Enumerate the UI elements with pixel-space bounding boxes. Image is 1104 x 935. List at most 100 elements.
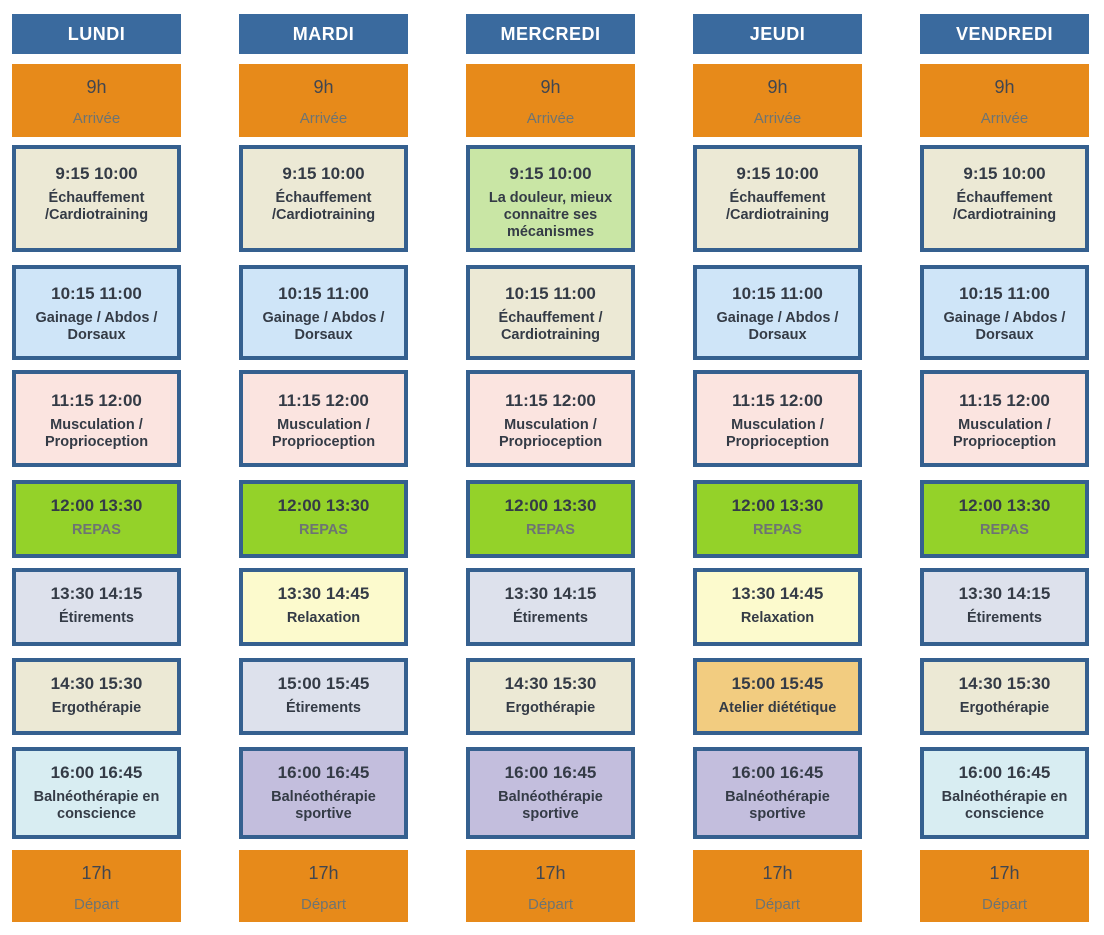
schedule-cell-mercredi-0: 9h Arrivée (466, 64, 635, 137)
schedule-cell-lundi-8: 17h Départ (12, 850, 181, 922)
cell-time: 10:15 11:00 (51, 284, 142, 303)
cell-time: 9h (313, 77, 334, 97)
cell-time: 17h (762, 863, 793, 883)
schedule-cell-jeudi-3: 11:15 12:00 Musculation / Proprioception (693, 370, 862, 467)
cell-time: 9:15 10:00 (55, 164, 138, 183)
day-header-mercredi: MERCREDI (466, 14, 635, 54)
cell-time: 12:00 13:30 (504, 496, 597, 515)
schedule-cell-vendredi-6: 14:30 15:30 Ergothérapie (920, 658, 1089, 735)
cell-activity-label: Étirements (59, 610, 134, 627)
cell-activity-label: Balnéothérapie sportive (271, 789, 376, 823)
cell-time: 15:00 15:45 (731, 674, 824, 693)
schedule-cell-jeudi-0: 9h Arrivée (693, 64, 862, 137)
schedule-cell-jeudi-7: 16:00 16:45 Balnéothérapie sportive (693, 747, 862, 839)
cell-time: 9:15 10:00 (282, 164, 365, 183)
schedule-cell-lundi-4: 12:00 13:30 REPAS (12, 480, 181, 558)
cell-time: 11:15 12:00 (959, 391, 1050, 410)
schedule-cell-jeudi-6: 15:00 15:45 Atelier diététique (693, 658, 862, 735)
cell-activity-label: Arrivée (526, 110, 575, 128)
schedule-cell-lundi-5: 13:30 14:15 Étirements (12, 568, 181, 646)
cell-activity-label: Étirements (967, 610, 1042, 627)
cell-activity-label: REPAS (526, 522, 575, 539)
day-header-lundi: LUNDI (12, 14, 181, 54)
schedule-cell-jeudi-1: 9:15 10:00 Échauffement /Cardiotraining (693, 145, 862, 252)
cell-activity-label: Arrivée (72, 110, 121, 128)
cell-time: 9h (994, 77, 1015, 97)
schedule-cell-vendredi-0: 9h Arrivée (920, 64, 1089, 137)
schedule-cell-lundi-7: 16:00 16:45 Balnéothérapie en conscience (12, 747, 181, 839)
cell-time: 9h (540, 77, 561, 97)
schedule-cell-vendredi-7: 16:00 16:45 Balnéothérapie en conscience (920, 747, 1089, 839)
schedule-cell-mardi-4: 12:00 13:30 REPAS (239, 480, 408, 558)
cell-activity-label: Relaxation (286, 610, 361, 627)
cell-time: 17h (81, 863, 112, 883)
cell-time: 10:15 11:00 (959, 284, 1050, 303)
schedule-cell-lundi-2: 10:15 11:00 Gainage / Abdos / Dorsaux (12, 265, 181, 360)
cell-activity-label: Échauffement /Cardiotraining (271, 190, 376, 224)
schedule-cell-mercredi-1: 9:15 10:00 La douleur, mieux connaitre se… (466, 145, 635, 252)
cell-activity-label: Balnéothérapie en conscience (941, 789, 1068, 823)
cell-time: 16:00 16:45 (50, 763, 143, 782)
cell-time: 14:30 15:30 (958, 674, 1051, 693)
cell-time: 9:15 10:00 (736, 164, 819, 183)
cell-time: 13:30 14:15 (504, 584, 597, 603)
schedule-cell-vendredi-2: 10:15 11:00 Gainage / Abdos / Dorsaux (920, 265, 1089, 360)
schedule-cell-mercredi-7: 16:00 16:45 Balnéothérapie sportive (466, 747, 635, 839)
cell-time: 16:00 16:45 (504, 763, 597, 782)
cell-time: 13:30 14:45 (277, 584, 370, 603)
cell-time: 12:00 13:30 (958, 496, 1051, 515)
cell-activity-label: Ergothérapie (51, 700, 142, 717)
cell-activity-label: Échauffement /Cardiotraining (725, 190, 830, 224)
schedule-cell-vendredi-5: 13:30 14:15 Étirements (920, 568, 1089, 646)
schedule-cell-mercredi-6: 14:30 15:30 Ergothérapie (466, 658, 635, 735)
cell-time: 17h (308, 863, 339, 883)
cell-activity-label: La douleur, mieux connaitre ses mécanism… (488, 190, 613, 241)
cell-time: 11:15 12:00 (278, 391, 369, 410)
cell-activity-label: Musculation / Proprioception (725, 417, 830, 451)
schedule-cell-mardi-5: 13:30 14:45 Relaxation (239, 568, 408, 646)
cell-time: 10:15 11:00 (278, 284, 369, 303)
cell-activity-label: Gainage / Abdos / Dorsaux (262, 310, 385, 344)
cell-activity-label: Départ (754, 896, 801, 914)
schedule-cell-vendredi-8: 17h Départ (920, 850, 1089, 922)
schedule-cell-jeudi-8: 17h Départ (693, 850, 862, 922)
cell-activity-label: Arrivée (980, 110, 1029, 128)
cell-activity-label: Échauffement /Cardiotraining (952, 190, 1057, 224)
cell-activity-label: Échauffement /Cardiotraining (44, 190, 149, 224)
cell-time: 9h (767, 77, 788, 97)
schedule-cell-mercredi-5: 13:30 14:15 Étirements (466, 568, 635, 646)
cell-activity-label: Arrivée (299, 110, 348, 128)
cell-activity-label: Balnéothérapie sportive (498, 789, 603, 823)
cell-activity-label: Balnéothérapie sportive (725, 789, 830, 823)
cell-activity-label: Ergothérapie (959, 700, 1050, 717)
schedule-cell-jeudi-5: 13:30 14:45 Relaxation (693, 568, 862, 646)
cell-activity-label: REPAS (299, 522, 348, 539)
cell-activity-label: REPAS (980, 522, 1029, 539)
cell-time: 11:15 12:00 (732, 391, 823, 410)
schedule-cell-lundi-1: 9:15 10:00 Échauffement /Cardiotraining (12, 145, 181, 252)
cell-time: 9:15 10:00 (963, 164, 1046, 183)
cell-time: 14:30 15:30 (504, 674, 597, 693)
schedule-cell-mercredi-3: 11:15 12:00 Musculation / Proprioception (466, 370, 635, 467)
cell-time: 11:15 12:00 (505, 391, 596, 410)
schedule-cell-mardi-0: 9h Arrivée (239, 64, 408, 137)
day-header-mardi: MARDI (239, 14, 408, 54)
day-header-jeudi: JEUDI (693, 14, 862, 54)
cell-activity-label: Musculation / Proprioception (952, 417, 1057, 451)
schedule-cell-lundi-0: 9h Arrivée (12, 64, 181, 137)
cell-time: 9h (86, 77, 107, 97)
cell-activity-label: Départ (300, 896, 347, 914)
cell-activity-label: Atelier diététique (718, 700, 837, 717)
schedule-cell-mardi-3: 11:15 12:00 Musculation / Proprioception (239, 370, 408, 467)
cell-time: 12:00 13:30 (277, 496, 370, 515)
day-column-vendredi: VENDREDI 9h Arrivée 9:15 10:00 Échauffement … (920, 14, 1089, 922)
schedule-cell-mercredi-2: 10:15 11:00 Échauffement / Cardiotraining (466, 265, 635, 360)
schedule-cell-mardi-6: 15:00 15:45 Étirements (239, 658, 408, 735)
cell-activity-label: Départ (527, 896, 574, 914)
cell-time: 16:00 16:45 (277, 763, 370, 782)
cell-time: 13:30 14:15 (958, 584, 1051, 603)
cell-activity-label: Relaxation (740, 610, 815, 627)
schedule-cell-jeudi-4: 12:00 13:30 REPAS (693, 480, 862, 558)
cell-time: 10:15 11:00 (732, 284, 823, 303)
schedule-cell-lundi-6: 14:30 15:30 Ergothérapie (12, 658, 181, 735)
